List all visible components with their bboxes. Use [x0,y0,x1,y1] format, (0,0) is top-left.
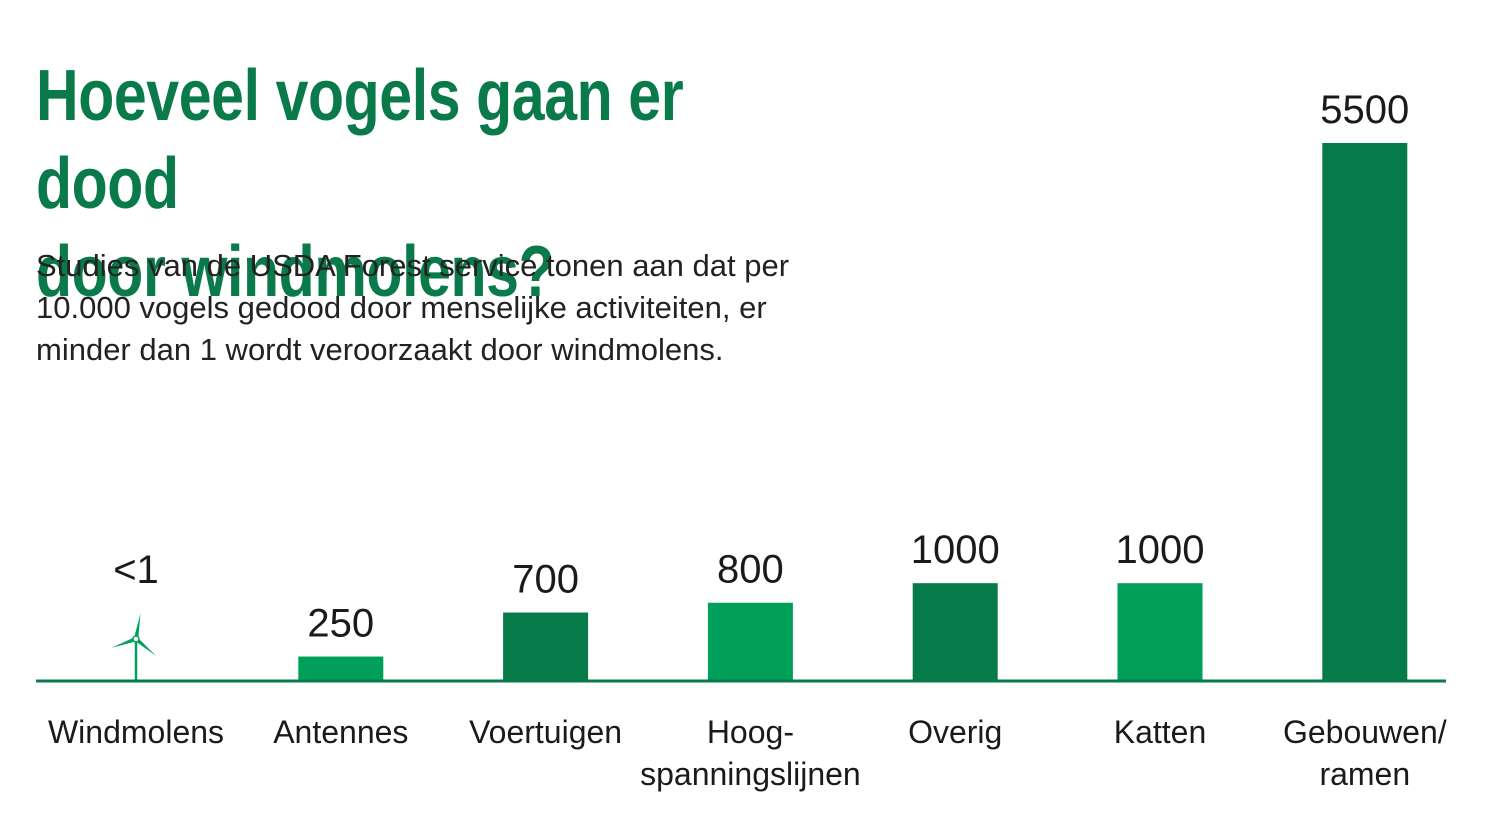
bar [1322,143,1408,681]
category-label: Windmolens [48,714,224,750]
bar [503,612,589,681]
category-label: Katten [1114,714,1207,750]
category-label: ramen [1319,756,1410,792]
value-label: 250 [307,602,374,646]
category-label: Gebouwen/ [1283,714,1447,750]
subtitle-line-3: minder dan 1 wordt veroorzaakt door wind… [36,332,724,367]
value-label: 1000 [1116,528,1205,572]
bar [298,656,384,681]
category-label: Antennes [273,714,408,750]
subtitle-line-1: Studies van de USDA Forest service tonen… [36,248,790,283]
chart-title: Hoeveel vogels gaan er dood door windmol… [36,52,774,316]
category-label: Hoog- [707,714,794,750]
category-label: Voertuigen [469,714,622,750]
category-label: Overig [908,714,1002,750]
title-line-2: door windmolens? [36,232,555,312]
value-label: 5500 [1320,88,1409,132]
chart-subtitle: Studies van de USDA Forest service tonen… [36,245,916,371]
bar [1117,583,1203,681]
title-line-1: Hoeveel vogels gaan er dood [36,56,684,224]
subtitle-line-2: 10.000 vogels gedood door menselijke act… [36,290,767,325]
value-label: 1000 [911,528,1000,572]
bar [912,583,998,681]
wind-turbine-icon [111,613,156,681]
category-label: spanningslijnen [640,756,861,792]
value-label: 700 [512,558,579,602]
value-label: <1 [113,548,159,592]
value-label: 800 [717,548,784,592]
bar [707,602,793,681]
